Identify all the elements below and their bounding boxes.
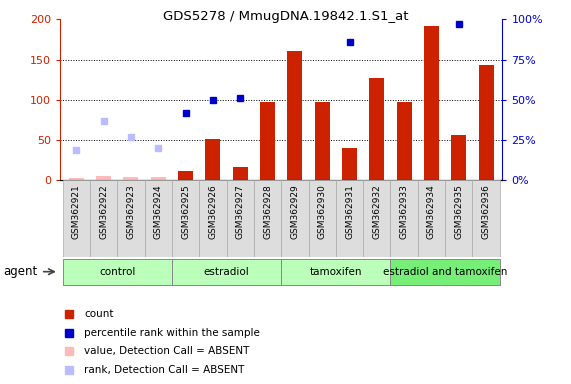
Text: GSM362929: GSM362929 <box>291 184 299 239</box>
Text: GSM362932: GSM362932 <box>372 184 381 239</box>
Text: control: control <box>99 266 135 277</box>
Bar <box>424 26 439 180</box>
Bar <box>369 78 384 180</box>
Bar <box>282 259 391 285</box>
Bar <box>418 180 445 257</box>
Text: GSM362936: GSM362936 <box>481 184 490 239</box>
Bar <box>315 102 329 180</box>
Text: GSM362931: GSM362931 <box>345 184 354 239</box>
Text: GSM362935: GSM362935 <box>455 184 463 239</box>
Text: GSM362923: GSM362923 <box>127 184 135 239</box>
Text: estradiol and tamoxifen: estradiol and tamoxifen <box>383 266 507 277</box>
Text: GSM362928: GSM362928 <box>263 184 272 239</box>
Text: GSM362927: GSM362927 <box>236 184 245 239</box>
Bar <box>63 180 90 257</box>
Text: agent: agent <box>3 265 37 278</box>
Bar <box>391 180 418 257</box>
Bar <box>96 175 111 180</box>
Text: rank, Detection Call = ABSENT: rank, Detection Call = ABSENT <box>85 365 244 375</box>
Bar <box>260 102 275 180</box>
Bar <box>282 180 308 257</box>
Bar <box>254 180 282 257</box>
Bar <box>308 180 336 257</box>
Bar <box>144 180 172 257</box>
Text: value, Detection Call = ABSENT: value, Detection Call = ABSENT <box>85 346 250 356</box>
Bar <box>178 171 193 180</box>
Bar <box>206 139 220 180</box>
Text: count: count <box>85 309 114 319</box>
Bar <box>336 180 363 257</box>
Bar <box>199 180 227 257</box>
Text: GSM362934: GSM362934 <box>427 184 436 239</box>
Bar <box>397 102 412 180</box>
Bar <box>90 180 117 257</box>
Bar <box>117 180 144 257</box>
Text: GSM362930: GSM362930 <box>317 184 327 239</box>
Bar <box>227 180 254 257</box>
Text: GSM362924: GSM362924 <box>154 184 163 239</box>
Bar <box>172 259 281 285</box>
Text: GSM362926: GSM362926 <box>208 184 218 239</box>
Bar <box>478 65 493 180</box>
Text: GDS5278 / MmugDNA.19842.1.S1_at: GDS5278 / MmugDNA.19842.1.S1_at <box>163 10 408 23</box>
Bar <box>391 259 500 285</box>
Bar <box>69 178 84 180</box>
Bar <box>287 51 303 180</box>
Text: GSM362925: GSM362925 <box>181 184 190 239</box>
Bar <box>151 177 166 180</box>
Bar <box>63 259 172 285</box>
Bar <box>472 180 500 257</box>
Bar <box>445 180 472 257</box>
Text: tamoxifen: tamoxifen <box>309 266 362 277</box>
Bar <box>342 148 357 180</box>
Bar <box>123 177 139 180</box>
Bar <box>451 134 467 180</box>
Bar <box>363 180 391 257</box>
Text: estradiol: estradiol <box>204 266 250 277</box>
Bar <box>233 167 248 180</box>
Text: GSM362933: GSM362933 <box>400 184 409 239</box>
Bar <box>172 180 199 257</box>
Text: GSM362921: GSM362921 <box>72 184 81 239</box>
Text: percentile rank within the sample: percentile rank within the sample <box>85 328 260 338</box>
Text: GSM362922: GSM362922 <box>99 184 108 239</box>
